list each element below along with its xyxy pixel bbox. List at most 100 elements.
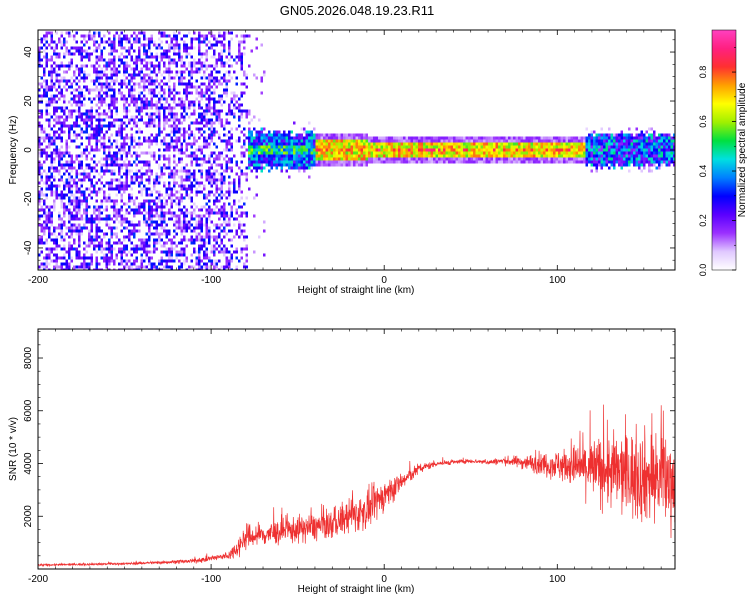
heatmap-cell — [220, 214, 223, 218]
heatmap-cell — [318, 142, 321, 146]
heatmap-cell — [425, 139, 428, 143]
heatmap-cell — [290, 166, 293, 170]
heatmap-cell — [210, 235, 213, 239]
heatmap-cell — [75, 211, 78, 215]
heatmap-cell — [325, 148, 328, 152]
heatmap-cell — [85, 187, 88, 191]
heatmap-cell — [118, 250, 121, 254]
heatmap-cell — [73, 130, 76, 134]
heatmap-cell — [108, 58, 111, 62]
heatmap-cell — [135, 73, 138, 77]
heatmap-cell — [48, 118, 51, 122]
heatmap-cell — [495, 160, 498, 164]
heatmap-cell — [63, 193, 66, 197]
heatmap-cell — [103, 199, 106, 203]
heatmap-cell — [233, 58, 236, 62]
heatmap-cell — [78, 94, 81, 98]
heatmap-cell — [238, 214, 241, 218]
heatmap-cell — [65, 82, 68, 86]
heatmap-cell — [88, 217, 91, 221]
heatmap-cell — [168, 238, 171, 242]
heatmap-cell — [115, 157, 118, 161]
heatmap-cell — [83, 265, 86, 269]
heatmap-cell — [123, 46, 126, 50]
heatmap-cell — [45, 94, 48, 98]
heatmap-cell — [188, 136, 191, 140]
heatmap-cell — [203, 205, 206, 209]
heatmap-cell — [58, 196, 61, 200]
heatmap-cell — [278, 139, 281, 143]
heatmap-cell — [198, 34, 201, 38]
heatmap-cell — [365, 148, 368, 152]
heatmap-cell — [118, 82, 121, 86]
heatmap-cell — [50, 247, 53, 251]
heatmap-cell — [200, 64, 203, 68]
heatmap-cell — [150, 118, 153, 122]
heatmap-cell — [213, 181, 216, 185]
heatmap-cell — [275, 151, 278, 155]
heatmap-cell — [450, 139, 453, 143]
heatmap-cell — [230, 133, 233, 137]
heatmap-cell — [133, 118, 136, 122]
heatmap-cell — [175, 46, 178, 50]
heatmap-cell — [183, 196, 186, 200]
heatmap-cell — [193, 58, 196, 62]
heatmap-cell — [103, 256, 106, 260]
heatmap-cell — [108, 259, 111, 263]
heatmap-cell — [120, 43, 123, 47]
heatmap-cell — [425, 136, 428, 140]
heatmap-cell — [325, 136, 328, 140]
heatmap-cell — [518, 142, 521, 146]
heatmap-cell — [75, 199, 78, 203]
heatmap-cell — [163, 52, 166, 56]
heatmap-cell — [53, 157, 56, 161]
heatmap-cell — [310, 160, 313, 164]
heatmap-cell — [230, 181, 233, 185]
heatmap-cell — [375, 157, 378, 161]
heatmap-cell — [493, 148, 496, 152]
heatmap-cell — [373, 142, 376, 146]
heatmap-cell — [73, 133, 76, 137]
heatmap-cell — [158, 124, 161, 128]
heatmap-cell — [113, 100, 116, 104]
heatmap-cell — [168, 133, 171, 137]
heatmap-cell — [163, 148, 166, 152]
heatmap-cell — [218, 112, 221, 116]
heatmap-cell — [170, 241, 173, 245]
heatmap-cell — [110, 133, 113, 137]
heatmap-cell — [68, 112, 71, 116]
heatmap-cell — [293, 157, 296, 161]
heatmap-cell — [450, 151, 453, 155]
heatmap-cell — [210, 133, 213, 137]
heatmap-cell — [170, 202, 173, 206]
heatmap-cell — [418, 148, 421, 152]
heatmap-cell — [128, 40, 131, 44]
heatmap-cell — [263, 127, 266, 131]
heatmap-cell — [108, 136, 111, 140]
heatmap-cell — [120, 91, 123, 95]
heatmap-cell — [163, 172, 166, 176]
heatmap-cell — [235, 247, 238, 251]
heatmap-cell — [103, 136, 106, 140]
heatmap-cell — [78, 166, 81, 170]
heatmap-cell — [60, 136, 63, 140]
heatmap-cell — [165, 115, 168, 119]
heatmap-cell — [118, 148, 121, 152]
heatmap-cell — [363, 145, 366, 149]
heatmap-cell — [63, 256, 66, 260]
heatmap-cell — [155, 124, 158, 128]
heatmap-cell — [138, 244, 141, 248]
heatmap-cell — [440, 151, 443, 155]
heatmap-cell — [530, 154, 533, 158]
heatmap-cell — [290, 154, 293, 158]
heatmap-cell — [50, 55, 53, 59]
heatmap-cell — [68, 220, 71, 224]
heatmap-cell — [120, 52, 123, 56]
heatmap-cell — [40, 58, 43, 62]
heatmap-cell — [58, 133, 61, 137]
heatmap-cell — [110, 229, 113, 233]
heatmap-cell — [173, 154, 176, 158]
heatmap-cell — [165, 55, 168, 59]
heatmap-cell — [38, 64, 41, 68]
heatmap-cell — [143, 172, 146, 176]
